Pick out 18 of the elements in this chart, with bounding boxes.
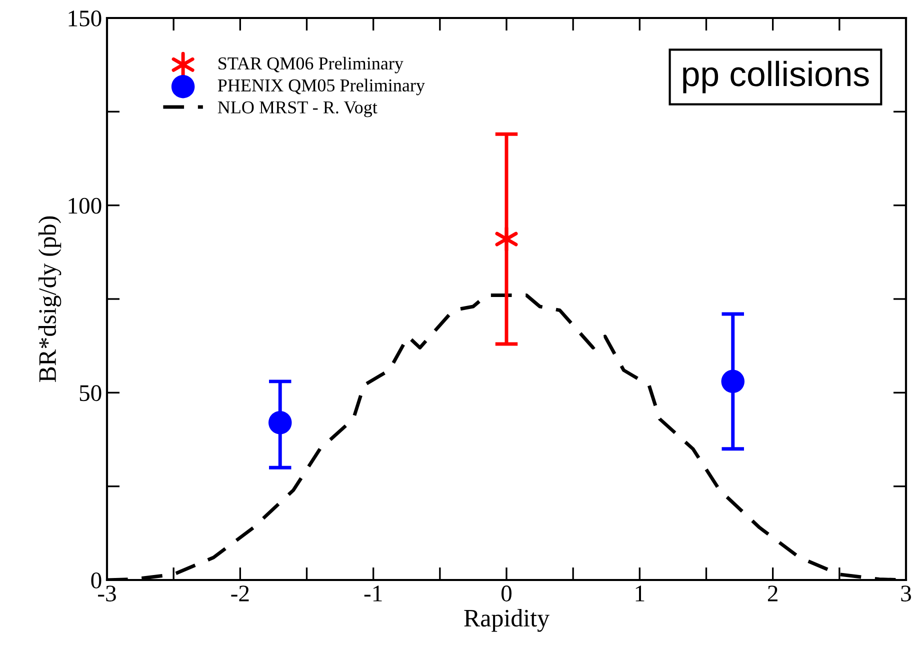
x-tick-label: -2 (231, 586, 249, 602)
x-tick-label: 0 (501, 586, 512, 602)
y-axis-title: BR*dsig/dy (pb) (38, 216, 62, 382)
point (721, 370, 745, 394)
y-tick-label: 50 (80, 385, 102, 402)
y-tick-label: 150 (68, 10, 102, 26)
x-tick-label: -1 (364, 586, 382, 602)
x-tick-label: 1 (636, 586, 644, 602)
point (268, 411, 292, 434)
annotation: pp collisions (683, 60, 869, 94)
x-tick-label: 3 (901, 586, 911, 602)
legend-label: STAR QM06 Preliminary (218, 56, 404, 74)
y-tick-label: 100 (68, 198, 102, 214)
x-axis-title: Rapidity (464, 609, 550, 632)
x-tick-label: 2 (768, 586, 778, 602)
legend-label: NLO MRST - R. Vogt (218, 101, 378, 118)
point (495, 226, 518, 252)
legend-label: PHENIX QM05 Preliminary (218, 78, 425, 96)
